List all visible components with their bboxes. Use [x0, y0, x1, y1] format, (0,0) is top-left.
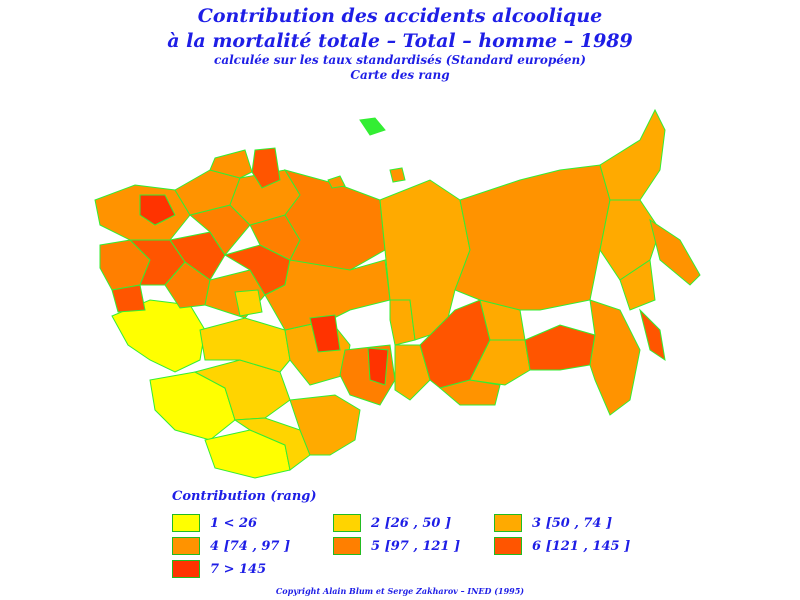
- legend-item-3: 3 [50 , 74 ]: [494, 513, 612, 533]
- map-type-label: Carte des rang: [350, 68, 450, 82]
- legend-item-7: 7 > 145: [172, 559, 266, 579]
- map-region: [599, 108, 666, 201]
- legend-swatch: [172, 537, 200, 555]
- legend-swatch: [494, 537, 522, 555]
- map-region: [209, 149, 253, 179]
- legend-label: 6 [121 , 145 ]: [532, 538, 631, 554]
- legend-label: 5 [97 , 121 ]: [371, 538, 461, 554]
- legend-swatch: [333, 514, 361, 532]
- map-region: [234, 289, 263, 317]
- map-region: [139, 194, 176, 226]
- map-region: [367, 347, 389, 386]
- map-region: [524, 324, 596, 371]
- map-region: [251, 147, 281, 189]
- map-region: [289, 394, 361, 456]
- map-region: [438, 379, 501, 406]
- map-region: [649, 218, 701, 286]
- map-region: [589, 299, 641, 416]
- map-region: [454, 164, 611, 311]
- map-region: [169, 231, 226, 281]
- map-region: [111, 284, 146, 313]
- legend-swatch: [494, 514, 522, 532]
- legend-swatch: [172, 514, 200, 532]
- map-region: [264, 259, 391, 331]
- subtitle-line: calculée sur les taux standardisés (Stan…: [214, 53, 586, 67]
- map-region: [469, 339, 531, 386]
- legend-label: 3 [50 , 74 ]: [532, 515, 613, 531]
- legend-item-6: 6 [121 , 145 ]: [494, 536, 630, 556]
- legend-label: 7 > 145: [210, 561, 267, 577]
- legend-item-4: 4 [74 , 97 ]: [172, 536, 290, 556]
- map-title-block: Contribution des accidents alcoolique à …: [0, 4, 800, 83]
- map-region: [389, 167, 406, 183]
- legend-label: 2 [26 , 50 ]: [371, 515, 452, 531]
- map-region: [639, 308, 666, 362]
- legend-label: 1 < 26: [210, 515, 258, 531]
- title-line-1: Contribution des accidents alcoolique: [197, 5, 603, 27]
- map-region: [359, 117, 386, 136]
- map-region: [199, 317, 291, 373]
- legend-item-1: 1 < 26: [172, 513, 257, 533]
- legend-item-2: 2 [26 , 50 ]: [333, 513, 451, 533]
- legend-item-5: 5 [97 , 121 ]: [333, 536, 460, 556]
- map-region: [619, 259, 656, 311]
- map-region: [309, 314, 341, 353]
- legend-swatch: [333, 537, 361, 555]
- map-region: [394, 344, 431, 401]
- title-line-2: à la mortalité totale – Total – homme – …: [167, 30, 633, 52]
- legend-label: 4 [74 , 97 ]: [210, 538, 291, 554]
- map-region: [233, 417, 311, 471]
- copyright-notice: Copyright Alain Blum et Serge Zakharov –…: [275, 586, 525, 596]
- map-region: [111, 299, 206, 373]
- map-region: [327, 175, 346, 189]
- arctic-islands: [327, 117, 406, 189]
- legend-swatch: [172, 560, 200, 578]
- legend-title: Contribution (rang): [172, 489, 317, 504]
